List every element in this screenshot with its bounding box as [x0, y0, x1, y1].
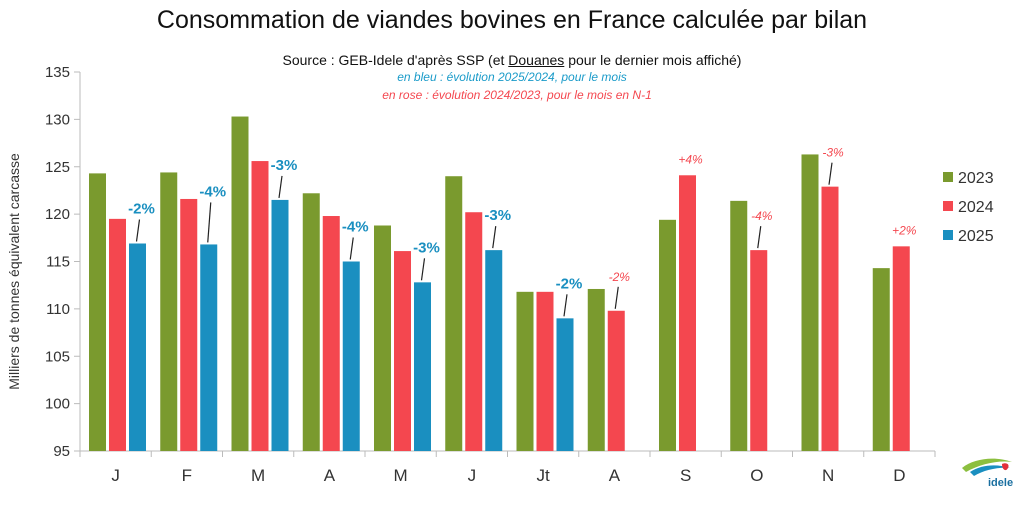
annotation-leader-line [349, 237, 354, 260]
annotation-leader-line [757, 226, 762, 249]
logo-swoosh-blue [970, 465, 1010, 476]
y-tick-label: 95 [53, 443, 70, 460]
legend-label-2025: 2025 [958, 228, 994, 245]
annotation-label-pink: -3% [822, 146, 844, 160]
bar-2025 [200, 244, 218, 451]
x-tick-label: Jt [537, 466, 551, 485]
x-tick-label: M [394, 466, 408, 485]
bar-2023 [872, 268, 890, 451]
bar-2024 [180, 198, 198, 451]
bar-2023 [160, 172, 178, 451]
bar-2025 [556, 318, 574, 451]
bar-2023 [659, 219, 676, 451]
bar-2023 [445, 176, 463, 451]
annotation-leader-line [420, 258, 426, 281]
bar-2024 [322, 216, 340, 451]
note-blue: en bleu : évolution 2025/2024, pour le m… [397, 70, 627, 84]
annotation-leader-line [828, 162, 833, 185]
logo-text: idele [988, 477, 1013, 489]
idele-logo: idele [962, 458, 1013, 489]
x-tick-label: S [680, 466, 691, 485]
x-tick-label: J [468, 466, 477, 485]
bar-2024 [821, 186, 839, 451]
annotation-label-pink: +4% [678, 152, 703, 166]
legend-label-2023: 2023 [958, 170, 994, 187]
annotation-label-pink: +2% [892, 223, 917, 237]
annotation-leader-line [278, 175, 283, 198]
x-tick-label: A [609, 466, 621, 485]
annotation-label-blue: -3% [271, 157, 298, 174]
y-tick-label: 110 [46, 301, 70, 318]
bar-2025 [271, 199, 289, 451]
logo-swoosh-green [962, 458, 1012, 472]
subtitle-source: Source : GEB-Idele d'après SSP (et [282, 52, 509, 68]
bar-2023 [516, 291, 534, 451]
bar-2024 [465, 212, 483, 451]
y-tick-label: 130 [45, 111, 70, 128]
bar-2024 [536, 291, 554, 451]
annotation-label-blue: -2% [556, 275, 583, 292]
annotation-label-blue: -3% [484, 207, 511, 224]
annotation-leader-line [563, 294, 568, 317]
legend-swatch-2023 [943, 172, 953, 182]
y-tick-label: 120 [45, 206, 70, 223]
bar-2023 [374, 225, 391, 451]
bar-2025 [414, 282, 431, 451]
subtitle-douanes-link: Douanes [508, 52, 565, 68]
logo-swoosh-red [1002, 463, 1009, 471]
subtitle-source-end: pour le dernier mois affiché) [564, 52, 742, 68]
bar-2024 [750, 250, 768, 451]
bar-2024 [679, 175, 696, 451]
bar-2024 [607, 310, 625, 451]
annotation-leader-line [614, 286, 619, 309]
legend-label-2024: 2024 [958, 199, 994, 216]
annotation-leader-line [135, 219, 141, 242]
y-tick-label: 100 [45, 396, 70, 413]
x-tick-label: J [111, 466, 120, 485]
annotation-leader-line [492, 226, 497, 249]
bar-2025 [342, 261, 360, 451]
bar-2023 [730, 200, 748, 451]
annotation-label-blue: -4% [342, 219, 369, 236]
annotation-label-blue: -2% [128, 200, 155, 217]
legend-swatch-2025 [943, 230, 953, 240]
x-tick-label: D [893, 466, 905, 485]
bar-2023 [587, 288, 605, 451]
annotation-label-pink: -2% [609, 270, 631, 284]
bar-2025 [485, 250, 503, 451]
bar-2025 [129, 243, 146, 451]
annotation-label-blue: -4% [199, 183, 226, 200]
y-tick-label: 135 [45, 64, 70, 81]
bar-2023 [89, 173, 106, 451]
bar-2024 [251, 161, 269, 451]
y-tick-label: 115 [46, 254, 70, 271]
bar-2023 [302, 193, 320, 451]
x-tick-label: N [822, 466, 834, 485]
bar-2024 [892, 246, 910, 451]
bar-2024 [394, 251, 411, 451]
y-axis-title: Milliers de tonnes équivalent carcasse [6, 153, 22, 390]
legend-swatch-2024 [943, 201, 953, 211]
bar-2024 [109, 218, 126, 451]
annotation-label-blue: -3% [413, 239, 440, 256]
x-tick-label: M [251, 466, 265, 485]
x-tick-label: O [750, 466, 763, 485]
y-tick-label: 125 [45, 159, 70, 176]
y-tick-label: 105 [45, 348, 70, 365]
bar-2023 [231, 116, 249, 451]
x-tick-label: A [324, 466, 336, 485]
bar-2023 [801, 154, 819, 451]
annotation-leader-line [207, 202, 212, 243]
chart-subtitle: Source : GEB-Idele d'après SSP (et Douan… [0, 52, 1024, 68]
note-pink: en rose : évolution 2024/2023, pour le m… [382, 88, 652, 102]
annotation-label-pink: -4% [751, 209, 773, 223]
chart-title: Consommation de viandes bovines en Franc… [156, 6, 868, 34]
x-tick-label: F [182, 466, 192, 485]
